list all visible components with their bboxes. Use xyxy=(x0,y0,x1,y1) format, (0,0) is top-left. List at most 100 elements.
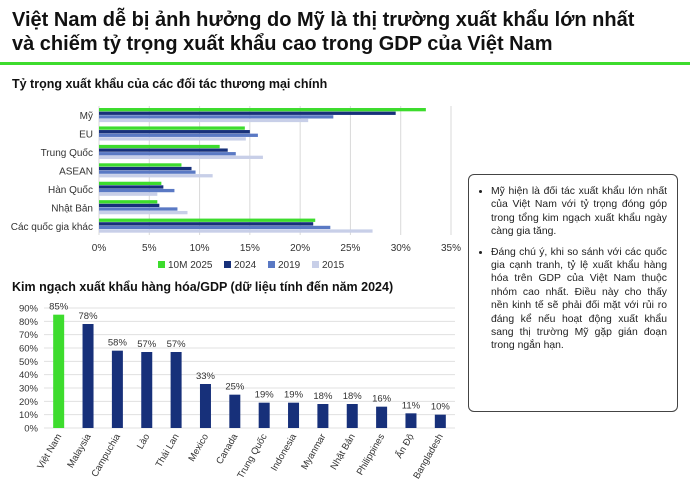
x-tick-label: 15% xyxy=(240,243,260,254)
legend-label: 10M 2025 xyxy=(168,260,213,271)
bar-2024 xyxy=(99,111,396,115)
y-tick-label: 70% xyxy=(19,330,39,341)
category-label: Philippines xyxy=(355,432,388,478)
legend-label: 2024 xyxy=(234,260,257,271)
data-label: 58% xyxy=(108,338,128,349)
bar-2015 xyxy=(99,229,373,233)
legend-label: 2015 xyxy=(322,260,345,271)
bar-10m-2025 xyxy=(99,218,316,222)
x-tick-label: 25% xyxy=(340,243,360,254)
title-divider xyxy=(0,62,690,65)
category-label: Malaysia xyxy=(65,431,94,470)
y-tick-label: 90% xyxy=(19,304,39,315)
bar xyxy=(229,394,241,428)
bar-10m-2025 xyxy=(99,144,220,149)
category-label: Bangladesh xyxy=(411,432,446,481)
x-tick-label: 0% xyxy=(92,243,107,254)
category-label: EU xyxy=(79,130,93,141)
bar xyxy=(53,314,65,428)
data-label: 33% xyxy=(196,371,216,382)
bar-10m-2025 xyxy=(99,126,245,130)
commentary-point-1: Mỹ hiện là đối tác xuất khẩu lớn nhất củ… xyxy=(491,185,667,239)
category-label: Nhật Bản xyxy=(51,203,93,214)
category-label: Ấn Độ xyxy=(394,432,417,460)
data-label: 19% xyxy=(255,390,275,401)
data-label: 10% xyxy=(431,402,451,413)
commentary-box: Mỹ hiện là đối tác xuất khẩu lớn nhất củ… xyxy=(468,174,678,412)
category-label: Indonesia xyxy=(269,431,299,473)
bar-2015 xyxy=(99,118,309,123)
legend-label: 2019 xyxy=(278,260,301,271)
bar-2024 xyxy=(99,222,314,226)
data-label: 11% xyxy=(402,400,421,411)
data-label: 57% xyxy=(167,339,187,350)
bar xyxy=(346,404,358,428)
legend-swatch xyxy=(224,261,231,268)
bar-2015 xyxy=(99,155,263,159)
data-label: 25% xyxy=(225,382,245,393)
bar-2019 xyxy=(99,225,331,230)
category-label: Campuchia xyxy=(89,431,123,479)
category-label: Việt Nam xyxy=(35,432,64,471)
legend-swatch xyxy=(268,261,275,268)
x-tick-label: 35% xyxy=(441,243,461,254)
bar xyxy=(82,324,94,428)
category-label: Thái Lan xyxy=(154,432,182,470)
category-label: Canada xyxy=(214,431,241,466)
bar-2019 xyxy=(99,170,196,174)
bar-2015 xyxy=(99,192,158,196)
bar-2019 xyxy=(99,133,258,137)
data-label: 16% xyxy=(372,394,392,405)
bar-2024 xyxy=(99,148,228,152)
page-title-line-2: và chiếm tỷ trọng xuất khẩu cao trong GD… xyxy=(12,33,553,55)
commentary-point-2: Đáng chú ý, khi so sánh với các quốc gia… xyxy=(491,246,667,353)
data-label: 18% xyxy=(313,391,333,402)
legend-swatch xyxy=(312,261,319,268)
bar-10m-2025 xyxy=(99,163,182,167)
bar xyxy=(317,404,329,428)
category-label: Myanmar xyxy=(299,432,328,472)
category-label: Mexico xyxy=(186,432,211,464)
bar xyxy=(111,350,123,428)
chart-1-title: Tỷ trọng xuất khẩu của các đối tác thươn… xyxy=(12,77,328,91)
y-tick-label: 80% xyxy=(19,317,39,328)
category-label: ASEAN xyxy=(59,167,93,178)
bar xyxy=(288,402,300,428)
category-label: Trung Quốc xyxy=(41,147,93,159)
bar xyxy=(376,406,388,428)
data-label: 85% xyxy=(49,302,69,313)
data-label: 78% xyxy=(79,311,99,322)
bar-2015 xyxy=(99,137,246,141)
bar-2019 xyxy=(99,207,178,211)
page-title: Việt Nam dễ bị ảnh hưởng do Mỹ là thị tr… xyxy=(12,8,682,56)
bar-10m-2025 xyxy=(99,108,426,112)
bar xyxy=(141,352,153,428)
category-label: Lào xyxy=(135,432,152,451)
data-label: 57% xyxy=(137,339,157,350)
x-tick-label: 30% xyxy=(391,243,411,254)
category-label: Trung Quốc xyxy=(235,432,270,481)
bar xyxy=(199,384,211,428)
legend-swatch xyxy=(158,261,165,268)
category-label: Hàn Quốc xyxy=(48,184,93,196)
bar xyxy=(170,352,182,428)
bar-10m-2025 xyxy=(99,200,158,204)
y-tick-label: 20% xyxy=(19,397,39,408)
y-tick-label: 60% xyxy=(19,344,39,355)
bar-2019 xyxy=(99,188,175,193)
y-tick-label: 0% xyxy=(24,424,38,435)
data-label: 19% xyxy=(284,390,304,401)
chart-2-title: Kim ngạch xuất khẩu hàng hóa/GDP (dữ liệ… xyxy=(12,280,394,294)
category-label: Nhật Bản xyxy=(329,432,358,472)
y-tick-label: 40% xyxy=(19,370,39,381)
y-tick-label: 10% xyxy=(19,410,39,421)
bar-2019 xyxy=(99,115,334,119)
bar xyxy=(405,413,417,428)
x-tick-label: 5% xyxy=(142,243,157,254)
bar-2024 xyxy=(99,185,164,189)
bar-2024 xyxy=(99,130,250,134)
data-label: 18% xyxy=(343,391,363,402)
bar-2024 xyxy=(99,203,160,208)
bar xyxy=(258,402,270,428)
